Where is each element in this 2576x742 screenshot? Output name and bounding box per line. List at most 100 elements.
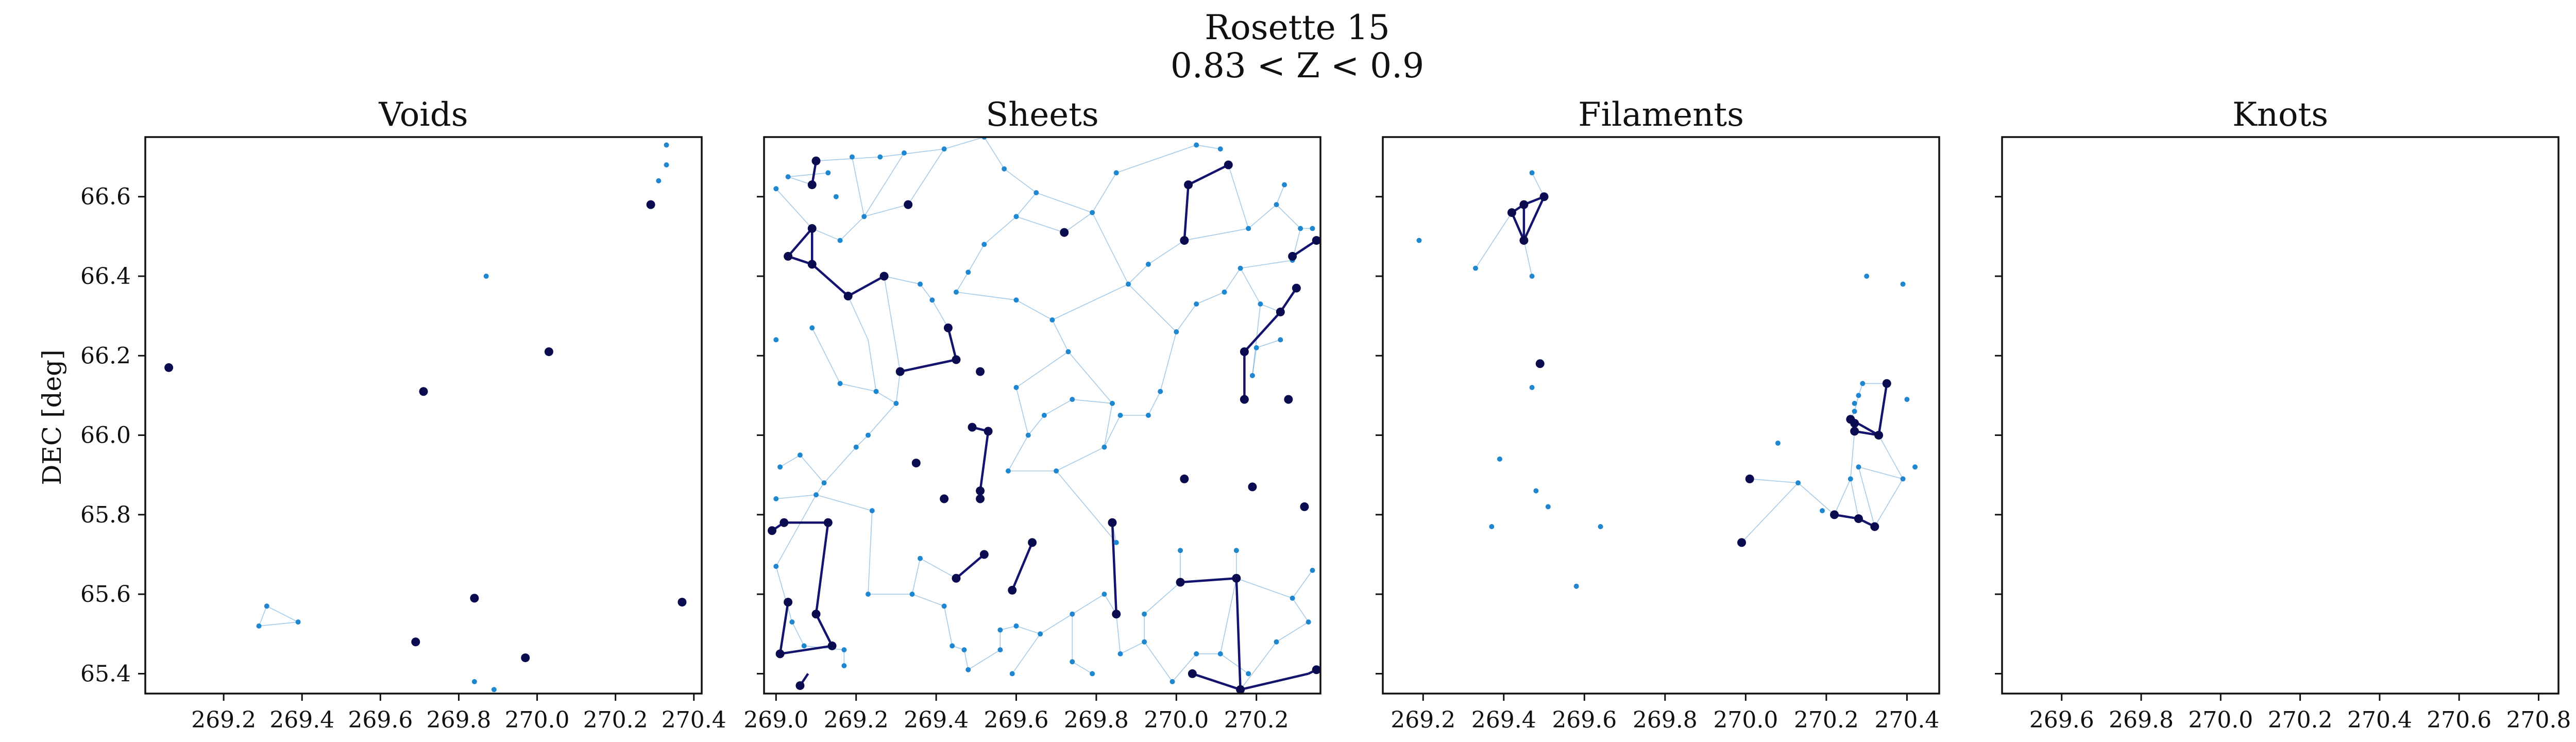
edge-light — [1252, 347, 1257, 376]
x-tick-label: 269.6 — [2029, 707, 2094, 733]
edge-light — [1531, 173, 1545, 197]
point-light — [1253, 345, 1259, 350]
point-dark — [1176, 578, 1185, 587]
point-dark — [1276, 307, 1285, 316]
point-light — [1598, 524, 1603, 529]
x-tick-label: 269.4 — [904, 707, 969, 733]
edge-light — [1036, 192, 1093, 213]
edge-light — [1148, 391, 1161, 416]
point-light — [1278, 337, 1283, 343]
edge-light — [1184, 228, 1249, 241]
point-light — [773, 564, 779, 569]
point-dark — [1539, 192, 1549, 201]
point-light — [1013, 214, 1019, 220]
edge-light — [1120, 641, 1145, 654]
point-dark — [1535, 359, 1545, 368]
point-dark — [411, 637, 420, 647]
edge-light — [1292, 598, 1309, 622]
edge-dark — [1279, 287, 1298, 313]
point-light — [1848, 476, 1853, 482]
panel-knots: Knots 269.6 269.8 270.0 270.2 270.4 270.6 270.8 — [1995, 96, 2571, 733]
figure-subtitle: 0.83 < Z < 0.9 — [1171, 46, 1424, 86]
x-tick-label: 269.6 — [348, 707, 413, 733]
point-dark — [1184, 180, 1193, 190]
edge-dark — [787, 227, 813, 257]
x-tick-label: 269.8 — [2109, 707, 2174, 733]
edge-light — [1004, 168, 1037, 193]
edge-dark — [811, 263, 849, 297]
point-dark — [1850, 418, 1859, 428]
panel-filaments: Filaments 269.2 269.4 269.6 269.8 270.0 270.2 2… — [1376, 96, 1940, 733]
point-dark — [1737, 538, 1747, 547]
point-light — [1054, 468, 1059, 474]
point-light — [1117, 413, 1123, 418]
edge-light — [1798, 482, 1835, 515]
edge-dark — [1511, 212, 1525, 241]
point-light — [1545, 504, 1551, 510]
point-dark — [811, 610, 821, 619]
point-dark — [1312, 665, 1320, 674]
edge-light — [816, 494, 873, 511]
edge-light — [1228, 164, 1249, 229]
edge-light — [895, 372, 901, 403]
edge-light — [811, 327, 841, 384]
edge-light — [1248, 204, 1277, 229]
x-tick-label: 269.4 — [269, 707, 334, 733]
point-light — [1249, 373, 1255, 378]
x-tick-label: 270.8 — [2506, 707, 2571, 733]
edge-light — [880, 148, 944, 158]
point-light — [1233, 548, 1239, 553]
edge-light — [864, 204, 908, 217]
point-light — [877, 154, 883, 160]
point-light — [941, 146, 947, 152]
x-tick-label: 270.4 — [662, 707, 726, 733]
edge-light — [1056, 470, 1117, 543]
y-tick-label: 65.8 — [80, 502, 131, 528]
point-light — [909, 592, 915, 597]
point-light — [997, 647, 1003, 653]
edge-light — [1052, 319, 1069, 352]
edge-dark — [1292, 239, 1317, 258]
edge-light — [911, 558, 921, 595]
point-light — [1009, 671, 1015, 677]
point-light — [295, 619, 301, 625]
point-dark — [1180, 236, 1189, 245]
point-light — [1002, 166, 1007, 172]
edge-light — [1240, 642, 1277, 690]
edge-light — [1104, 415, 1121, 448]
point-dark — [1240, 395, 1249, 404]
point-dark — [940, 494, 949, 503]
edge-light — [1172, 653, 1197, 682]
edge-light — [1128, 283, 1177, 332]
point-dark — [1112, 610, 1121, 619]
point-light — [1005, 468, 1011, 474]
edge-dark — [1111, 522, 1117, 614]
point-light — [1310, 226, 1315, 231]
point-dark — [952, 355, 961, 364]
edge-light — [968, 649, 1001, 670]
x-tick-label: 269.8 — [1633, 707, 1698, 733]
x-tick-label: 270.4 — [2347, 707, 2412, 733]
point-light — [950, 643, 955, 649]
edge-light — [1115, 614, 1121, 654]
edge-dark — [1192, 672, 1241, 691]
edge-light — [944, 137, 985, 149]
edge-dark — [1522, 196, 1546, 241]
point-light — [1178, 548, 1183, 553]
edge-light — [1116, 144, 1197, 174]
point-dark — [843, 292, 853, 301]
y-tick-label: 66.6 — [80, 184, 131, 210]
point-light — [853, 444, 859, 450]
point-dark — [1248, 482, 1257, 492]
x-tick-label: 270.0 — [505, 707, 570, 733]
point-light — [1529, 170, 1535, 176]
point-light — [656, 178, 662, 183]
y-tick-label: 66.0 — [80, 423, 131, 449]
axes-frame — [1382, 136, 1940, 695]
point-dark — [943, 323, 953, 332]
point-light — [1238, 265, 1243, 271]
x-tick-label: 269.2 — [1391, 707, 1455, 733]
point-light — [869, 508, 875, 514]
edge-light — [1220, 653, 1249, 674]
point-light — [1310, 567, 1315, 573]
